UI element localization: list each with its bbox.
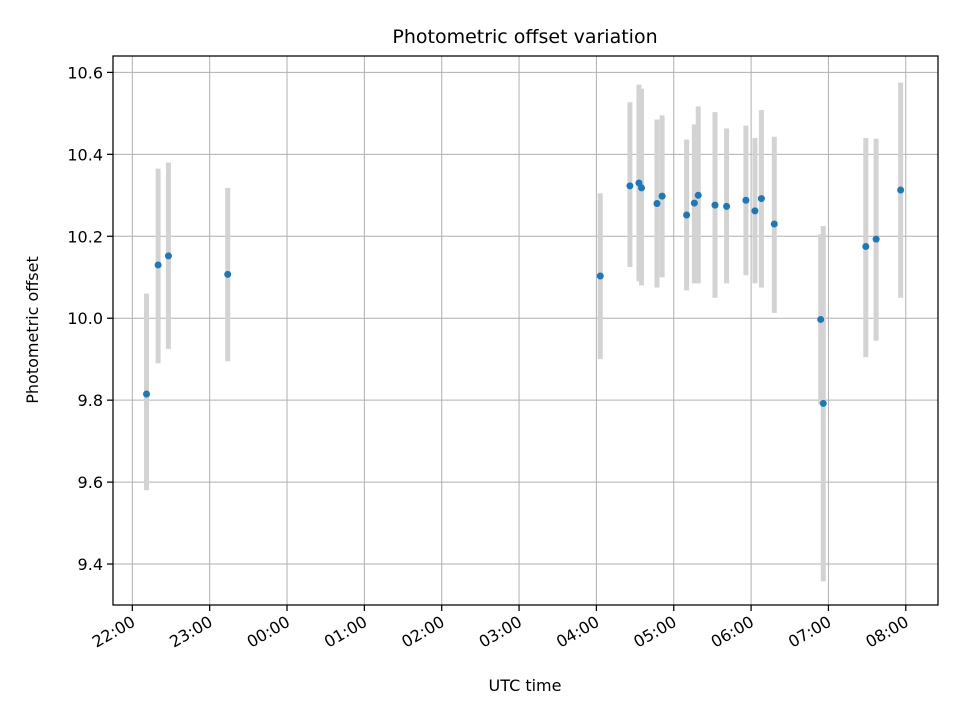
y-tick-label: 10.6 — [67, 63, 103, 82]
y-tick-label: 10.0 — [67, 309, 103, 328]
data-point — [751, 207, 759, 215]
data-point — [862, 243, 870, 251]
data-point — [757, 195, 765, 203]
plot-area-frame — [112, 55, 939, 606]
data-point — [596, 272, 604, 280]
data-point — [770, 220, 778, 228]
data-point — [626, 182, 634, 190]
data-point — [694, 191, 702, 199]
data-point — [143, 390, 151, 398]
data-point — [690, 199, 698, 207]
y-tick-label: 10.2 — [67, 227, 103, 246]
chart-title: Photometric offset variation — [392, 26, 657, 48]
y-tick-label: 9.8 — [78, 391, 103, 410]
data-point — [658, 192, 666, 200]
data-point — [897, 186, 905, 194]
y-tick-label: 9.6 — [78, 473, 103, 492]
data-point — [224, 270, 232, 278]
y-axis-label: Photometric offset — [23, 256, 42, 404]
x-axis-label: UTC time — [489, 676, 562, 695]
y-tick-label: 10.4 — [67, 145, 103, 164]
data-point — [819, 399, 827, 407]
data-point — [872, 235, 880, 243]
data-point — [711, 201, 719, 209]
data-point — [653, 199, 661, 207]
data-point — [742, 196, 750, 204]
data-point — [638, 184, 646, 192]
data-point — [723, 202, 731, 210]
grid — [113, 56, 938, 605]
data-point — [154, 261, 162, 269]
data-points — [143, 179, 905, 407]
data-point — [164, 252, 172, 260]
data-point — [817, 315, 825, 323]
y-tick-label: 9.4 — [78, 555, 103, 574]
data-point — [683, 211, 691, 219]
